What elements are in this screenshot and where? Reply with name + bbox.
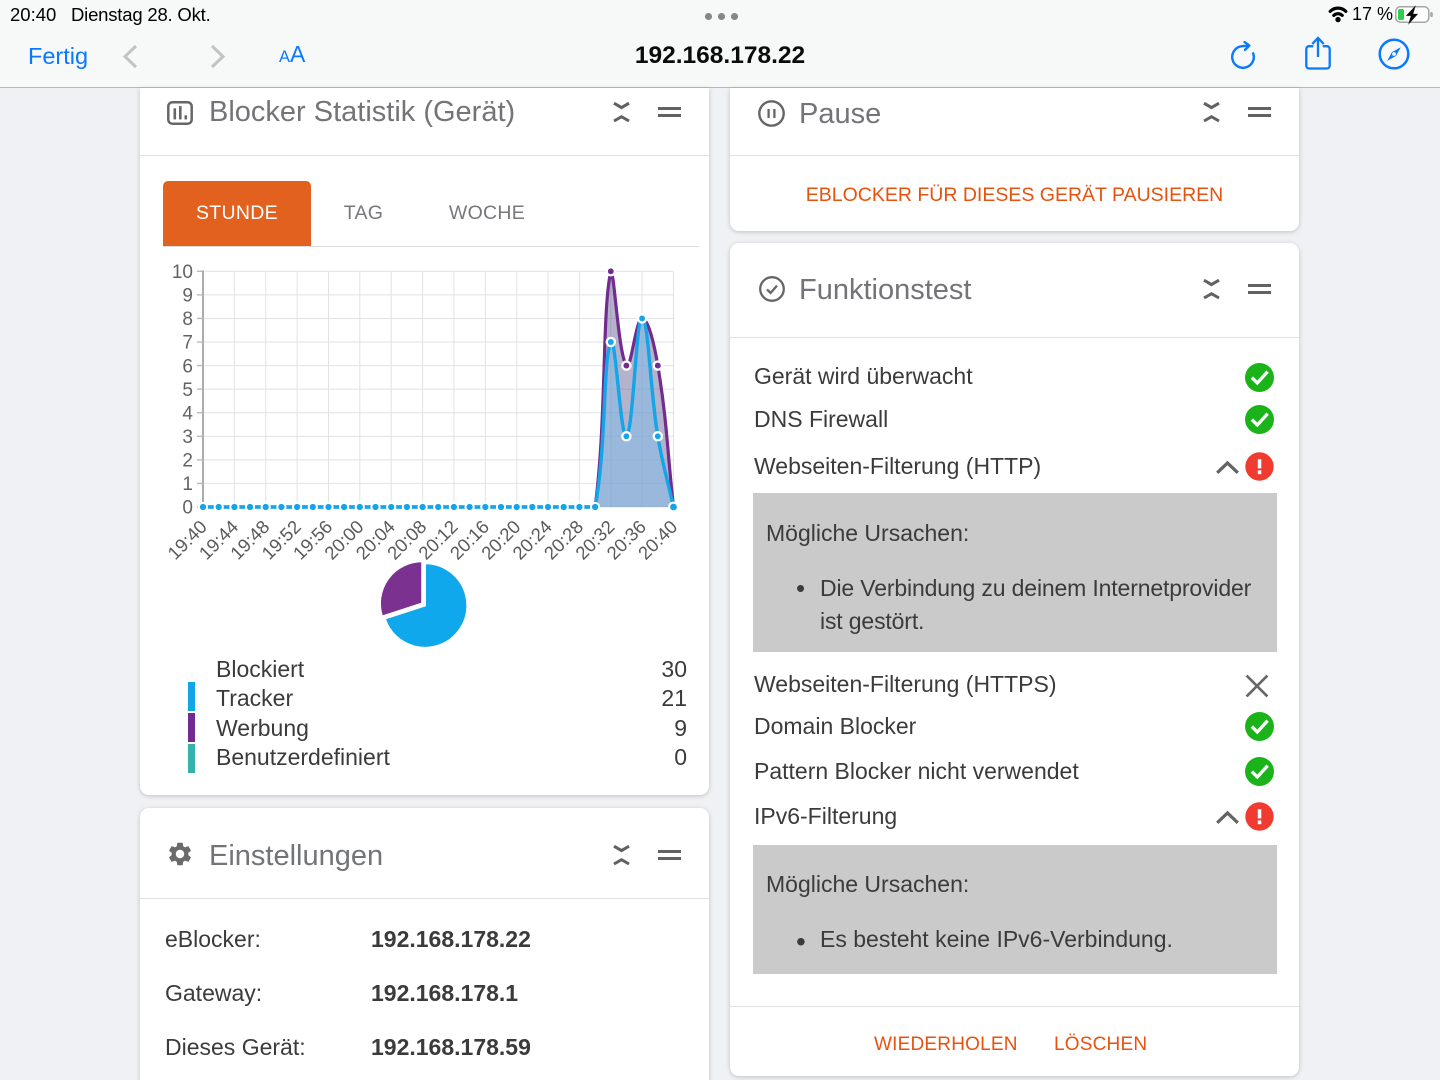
svg-text:10: 10 — [172, 262, 193, 283]
svg-text:8: 8 — [182, 309, 193, 330]
svg-text:4: 4 — [182, 403, 193, 424]
svg-text:3: 3 — [182, 427, 193, 448]
svg-text:0: 0 — [182, 498, 193, 519]
svg-text:2: 2 — [182, 451, 193, 472]
svg-text:1: 1 — [182, 474, 193, 495]
svg-text:5: 5 — [182, 380, 193, 401]
svg-text:7: 7 — [182, 333, 193, 354]
svg-text:9: 9 — [182, 286, 193, 307]
svg-text:6: 6 — [182, 356, 193, 377]
